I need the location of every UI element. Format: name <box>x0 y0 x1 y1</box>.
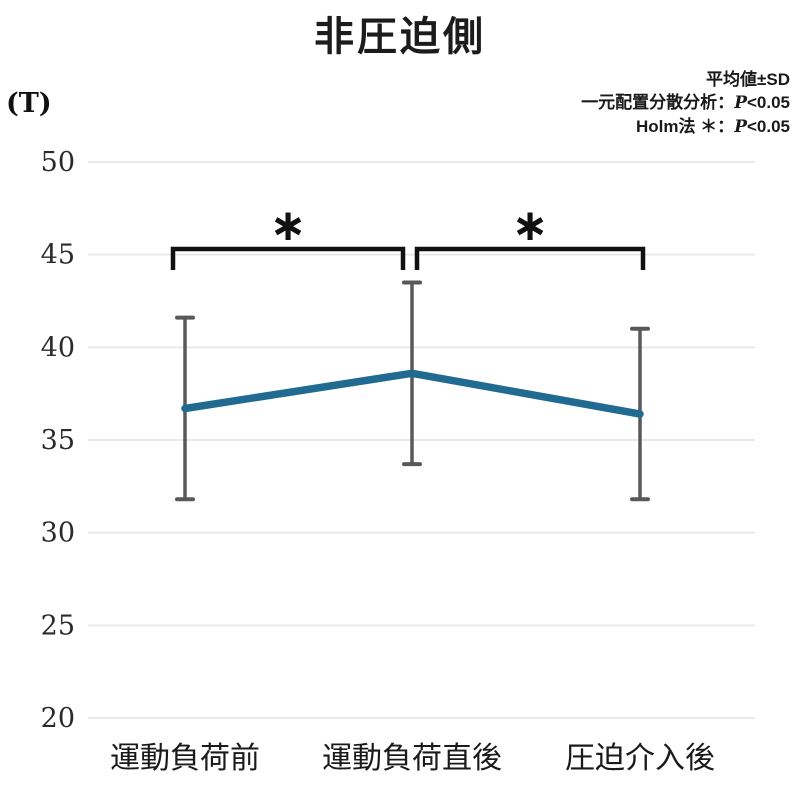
x-axis-label: 圧迫介入後 <box>565 741 715 776</box>
y-tick-label: 30 <box>41 518 75 549</box>
significance-bracket <box>414 246 646 270</box>
x-axis-label: 運動負荷前 <box>110 741 260 776</box>
y-tick-label: 40 <box>41 332 75 363</box>
stats-line-holm: Holm法 ＊：P<0.05 <box>581 115 790 139</box>
y-tick-label: 50 <box>41 147 75 178</box>
x-axis-label: 運動負荷直後 <box>322 741 502 776</box>
anova-label: 一元配置分散分析： <box>581 93 735 112</box>
anova-p-symbol: P <box>734 93 747 113</box>
mean-line <box>181 369 644 418</box>
significance-bracket <box>170 246 406 270</box>
holm-p-symbol: P <box>734 117 747 137</box>
y-tick-label: 20 <box>41 703 75 734</box>
y-tick-label: 45 <box>41 240 75 271</box>
stats-line-mean-sd: 平均値±SD <box>706 70 790 89</box>
y-tick-label: 25 <box>41 610 75 641</box>
chart-title: 非圧迫側 <box>314 13 486 60</box>
y-axis-unit-label: (T) <box>6 88 52 119</box>
significance-asterisk: ∗ <box>512 200 549 251</box>
holm-label: Holm法 ＊： <box>635 117 735 136</box>
y-tick-label: 35 <box>41 425 75 456</box>
holm-p-value: <0.05 <box>746 117 790 136</box>
anova-p-value: <0.05 <box>746 93 790 112</box>
significance-asterisk: ∗ <box>270 200 307 251</box>
stats-line-anova: 一元配置分散分析：P<0.05 <box>581 91 790 115</box>
stats-annotation: 平均値±SD 一元配置分散分析：P<0.05 Holm法 ＊：P<0.05 <box>581 68 790 139</box>
